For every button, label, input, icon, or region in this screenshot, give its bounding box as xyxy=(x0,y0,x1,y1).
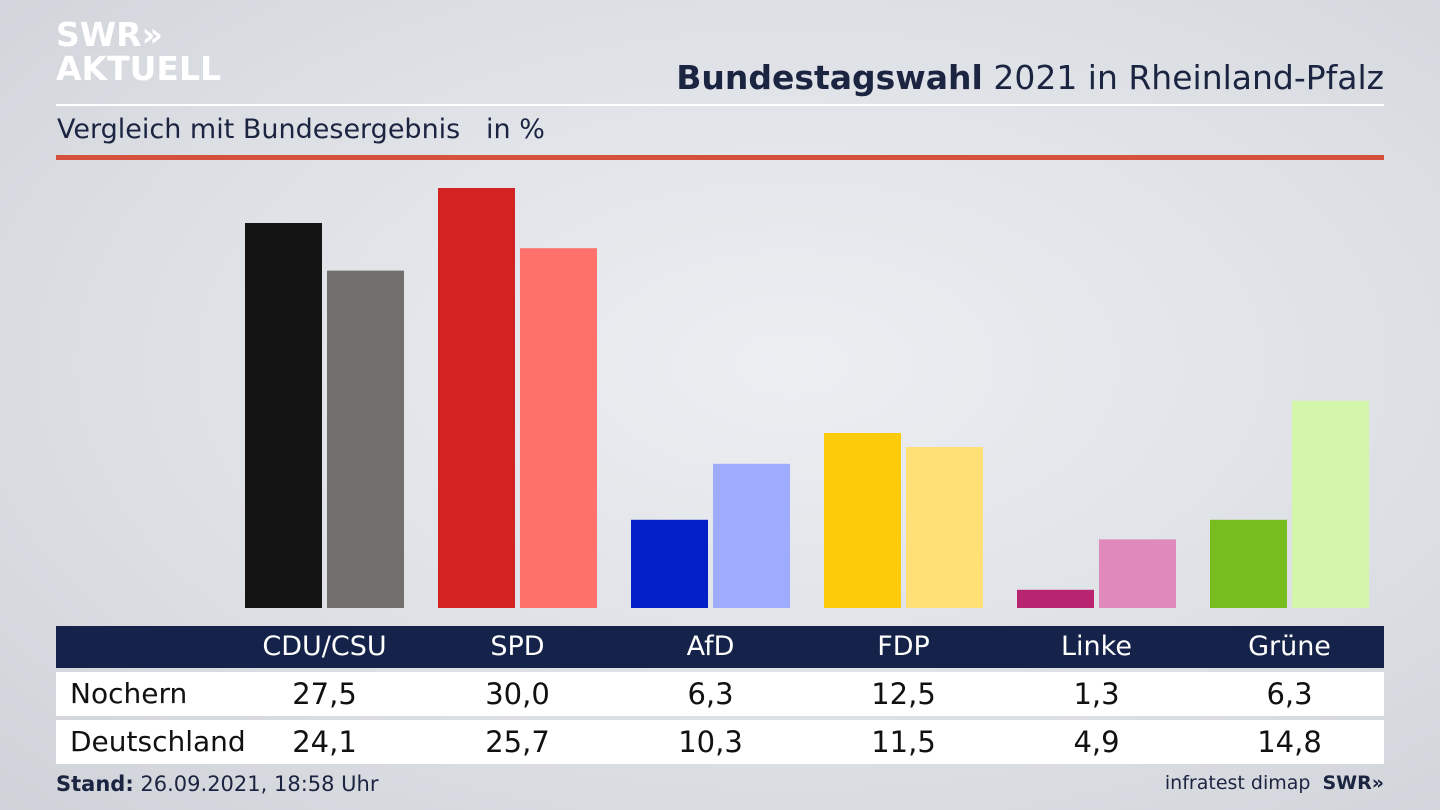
data-label: 25,7 xyxy=(485,725,550,759)
title-bold: Bundestagswahl xyxy=(676,58,983,97)
results-table: CDU/CSU SPD AfD FDP Linke Grüne Nochern 27,5 3… xyxy=(56,626,1384,764)
stand-value: 26.09.2021, 18:58 Uhr xyxy=(133,772,379,796)
data-label: 24,1 xyxy=(292,725,357,759)
page-title: Bundestagswahl 2021 in Rheinland-Pfalz xyxy=(676,58,1384,97)
row-label: Nochern xyxy=(70,677,188,710)
data-label: 12,5 xyxy=(871,677,936,711)
swr-brand-logo: SWR» xyxy=(1322,772,1384,794)
timestamp: Stand: 26.09.2021, 18:58 Uhr xyxy=(56,772,379,796)
stand-label: Stand: xyxy=(56,772,134,796)
bar-linke-nochern xyxy=(1017,589,1094,608)
data-label: 10,3 xyxy=(678,725,743,759)
data-label: 11,5 xyxy=(871,725,936,759)
title-rest: 2021 in Rheinland-Pfalz xyxy=(982,58,1384,97)
data-label: 1,3 xyxy=(1073,677,1120,711)
column-header: AfD xyxy=(686,631,735,662)
source-label: infratest dimap xyxy=(1164,772,1311,794)
bar-fdp-deutschland xyxy=(906,447,983,608)
data-label: 6,3 xyxy=(687,677,734,711)
bar-linke-deutschland xyxy=(1099,539,1176,608)
table-header: CDU/CSU SPD AfD FDP Linke Grüne xyxy=(56,626,1384,668)
data-label: 14,8 xyxy=(1257,725,1322,759)
bar-cdu-csu-deutschland xyxy=(327,270,404,608)
row-label: Deutschland xyxy=(70,725,246,758)
source-credit: infratest dimap SWR» xyxy=(1165,772,1384,794)
bar-afd-nochern xyxy=(631,519,708,608)
column-header: FDP xyxy=(877,631,930,662)
table-row: Nochern 27,5 30,0 6,3 12,5 1,3 6,3 xyxy=(56,672,1384,716)
column-header: Linke xyxy=(1061,631,1132,662)
bar-afd-deutschland xyxy=(713,463,790,608)
data-label: 30,0 xyxy=(485,677,550,711)
bar-fdp-nochern xyxy=(824,433,901,608)
data-label: 4,9 xyxy=(1073,725,1120,759)
bar-cdu-csu-nochern xyxy=(245,223,322,608)
header-divider xyxy=(56,104,1384,106)
accent-divider xyxy=(56,155,1384,160)
chart-subtitle: Vergleich mit Bundesergebnis in % xyxy=(57,114,545,145)
swr-aktuell-logo: SWR» AKTUELL xyxy=(56,15,222,88)
column-header: CDU/CSU xyxy=(262,631,387,662)
bar-spd-nochern xyxy=(438,188,515,608)
bar-chart xyxy=(245,188,1369,608)
column-header: Grüne xyxy=(1248,631,1331,662)
bar-gr-ne-nochern xyxy=(1210,519,1287,608)
column-header: SPD xyxy=(490,631,545,662)
bar-gr-ne-deutschland xyxy=(1292,400,1369,608)
bar-spd-deutschland xyxy=(520,248,597,608)
data-label: 6,3 xyxy=(1266,677,1313,711)
data-label: 27,5 xyxy=(292,677,357,711)
table-row: Deutschland 24,1 25,7 10,3 11,5 4,9 14,8 xyxy=(56,720,1384,764)
